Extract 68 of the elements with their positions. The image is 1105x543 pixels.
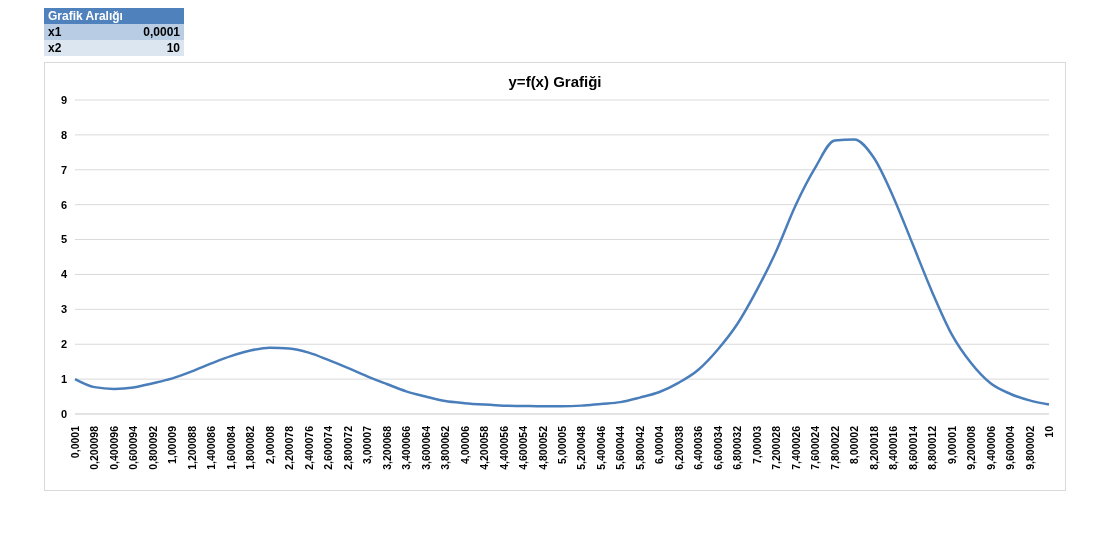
x-tick-label: 4,800052: [536, 425, 549, 470]
x-tick-label: 6,400036: [692, 425, 705, 470]
x-tick-label: 0,800092: [146, 425, 159, 470]
y-tick-label: 9: [60, 93, 67, 106]
x-tick-label: 1,00009: [166, 425, 179, 464]
x-tick-label: 6,600034: [711, 425, 724, 470]
x-tick-label: 2,200078: [283, 425, 296, 470]
y-tick-label: 3: [60, 303, 67, 316]
y-tick-label: 0: [60, 407, 67, 420]
x-tick-label: 9,800002: [1023, 425, 1036, 470]
x-tick-label: 8,600014: [906, 425, 919, 470]
x-tick-label: 7,400026: [789, 425, 802, 470]
x-tick-label: 8,00002: [848, 425, 861, 464]
x-tick-label: 3,200068: [380, 425, 393, 470]
x-tick-label: 9,400006: [984, 425, 997, 470]
x-tick-label: 1,200088: [185, 425, 198, 470]
x-tick-label: 0,400096: [107, 425, 120, 470]
x-tick-label: 2,600074: [322, 425, 335, 470]
x-tick-label: 4,600054: [517, 425, 530, 470]
x-tick-label: 7,600024: [809, 425, 822, 470]
x-tick-label: 7,00003: [750, 425, 763, 464]
text: Grafik Aralığı: [44, 8, 184, 24]
x-tick-label: 10: [1043, 425, 1055, 438]
x-tick-label: 5,600044: [614, 425, 627, 470]
x-tick-label: 8,400016: [887, 425, 900, 470]
x-tick-label: 4,400056: [497, 425, 510, 470]
x-tick-label: 9,00001: [945, 425, 958, 464]
x-tick-label: 4,200058: [478, 425, 491, 470]
x-tick-label: 6,800032: [731, 425, 744, 470]
x-tick-label: 3,600064: [419, 425, 432, 470]
y-tick-label: 5: [60, 233, 67, 246]
x-tick-label: 6,200038: [672, 425, 685, 470]
y-tick-label: 7: [60, 163, 67, 176]
x-tick-label: 7,800022: [828, 425, 841, 470]
x-tick-label: 0,600094: [127, 425, 140, 470]
text: 0,0001: [108, 24, 184, 40]
x-tick-label: 8,200018: [867, 425, 880, 470]
line-series: [73, 138, 1051, 408]
y-tick-label: 4: [60, 268, 68, 281]
x-tick-label: 5,200048: [575, 425, 588, 470]
y-tick-label: 2: [60, 338, 67, 351]
x-tick-label: 1,400086: [205, 425, 218, 470]
x-tick-label: 2,00008: [263, 425, 276, 464]
x-tick-label: 0,0001: [69, 425, 81, 459]
x-tick-label: 5,400046: [594, 425, 607, 470]
x-tick-label: 9,200008: [965, 425, 978, 470]
text: x2: [44, 40, 108, 56]
chart-title: y=f(x) Grafiği: [507, 72, 603, 90]
x-tick-label: 0,200098: [88, 425, 101, 470]
x-tick-label: 4,00006: [458, 425, 471, 464]
x-tick-label: 2,400076: [302, 425, 315, 470]
x-tick-label: 8,800012: [926, 425, 939, 470]
x-tick-label: 2,800072: [341, 425, 354, 470]
y-tick-label: 8: [60, 128, 67, 141]
text: x1: [44, 24, 108, 40]
text: 10: [108, 40, 184, 56]
y-tick-label: 1: [60, 373, 67, 386]
x-tick-label: 5,00005: [556, 425, 568, 464]
x-tick-label: 6,00004: [653, 425, 666, 464]
y-tick-label: 6: [60, 198, 67, 211]
x-tick-label: 9,600004: [1004, 425, 1017, 470]
x-tick-label: 3,400066: [400, 425, 413, 470]
x-tick-label: 3,800062: [439, 425, 452, 470]
x-tick-label: 3,00007: [361, 425, 374, 464]
x-tick-label: 1,600084: [224, 425, 237, 470]
x-tick-label: 7,200028: [770, 425, 783, 470]
x-tick-label: 1,800082: [244, 425, 257, 470]
x-tick-label: 5,800042: [633, 425, 646, 470]
